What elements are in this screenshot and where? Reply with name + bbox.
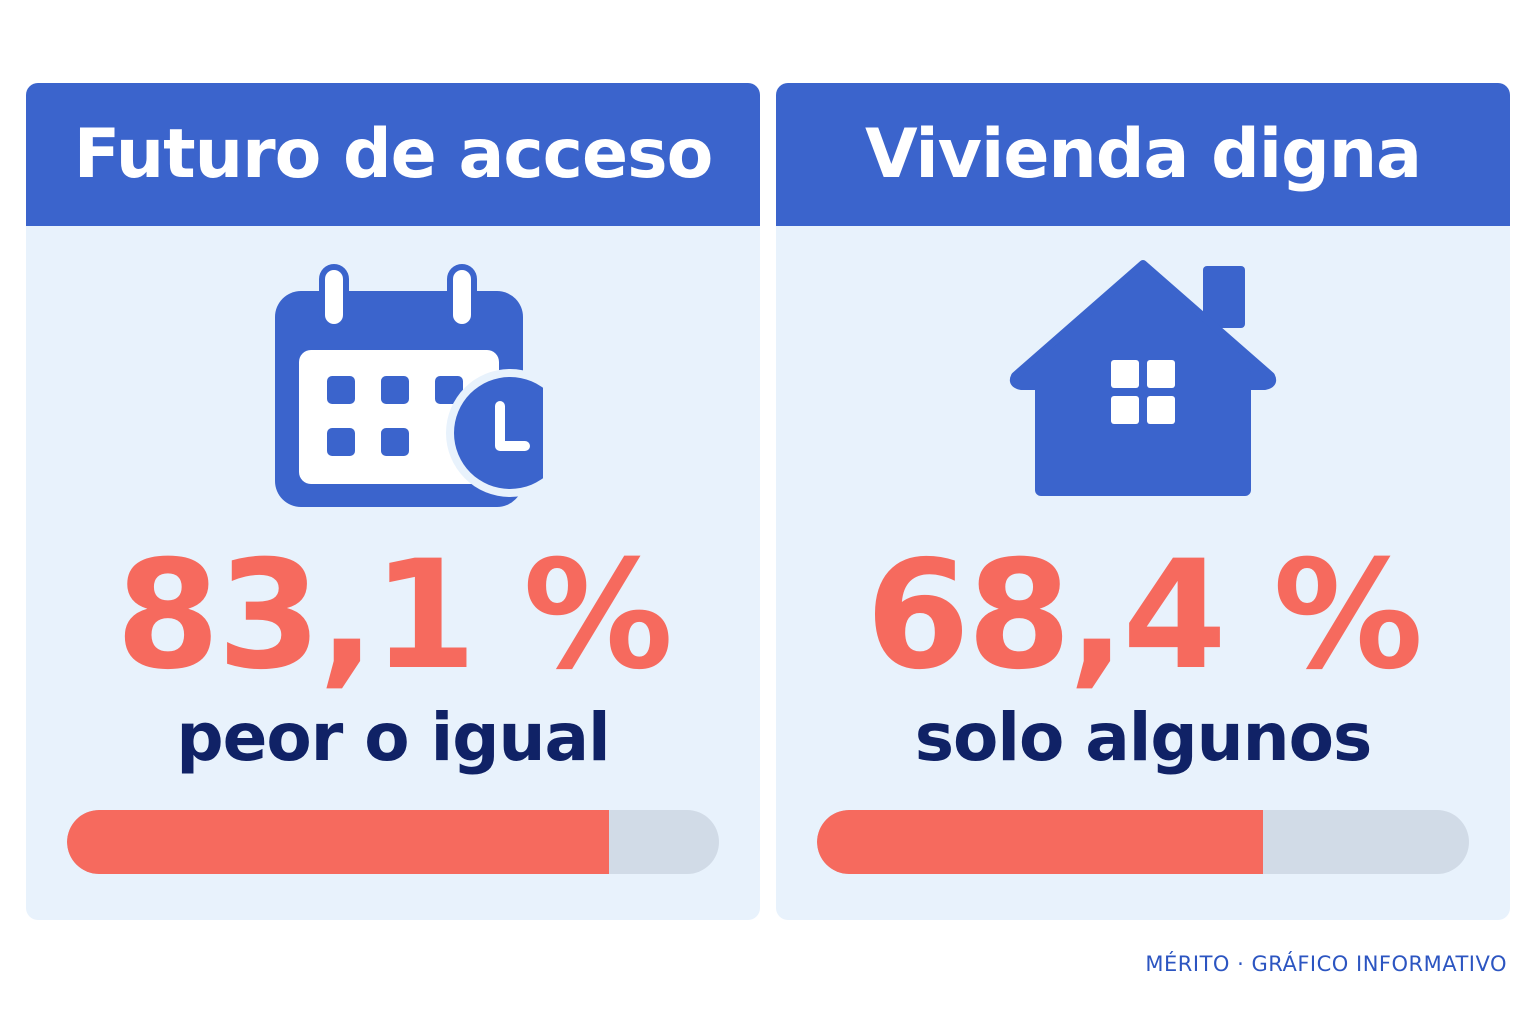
percentage-caption: peor o igual: [176, 699, 610, 776]
card-futuro-de-acceso: Futuro de acceso 83,1 % peor o igual: [26, 83, 760, 920]
card-title: Futuro de acceso: [73, 115, 714, 194]
progress-bar: [817, 810, 1469, 874]
card-header: Futuro de acceso: [26, 83, 760, 226]
card-title: Vivienda digna: [864, 115, 1422, 194]
progress-bar-fill: [817, 810, 1263, 874]
percentage-value: 83,1 %: [115, 529, 674, 703]
progress-bar-fill: [67, 810, 609, 874]
footer-credit: MÉRITO · GRÁFICO INFORMATIVO: [1145, 952, 1507, 976]
card-vivienda-digna: Vivienda digna 68,4 % solo algunos: [776, 83, 1510, 920]
house-icon: [1009, 260, 1277, 496]
calendar-clock-icon: [275, 264, 543, 507]
percentage-caption: solo algunos: [914, 699, 1373, 776]
house-icon-wrap: [776, 248, 1510, 528]
card-header: Vivienda digna: [776, 83, 1510, 226]
calendar-clock-icon-wrap: [26, 248, 760, 528]
percentage-value: 68,4 %: [865, 529, 1424, 703]
progress-bar: [67, 810, 719, 874]
